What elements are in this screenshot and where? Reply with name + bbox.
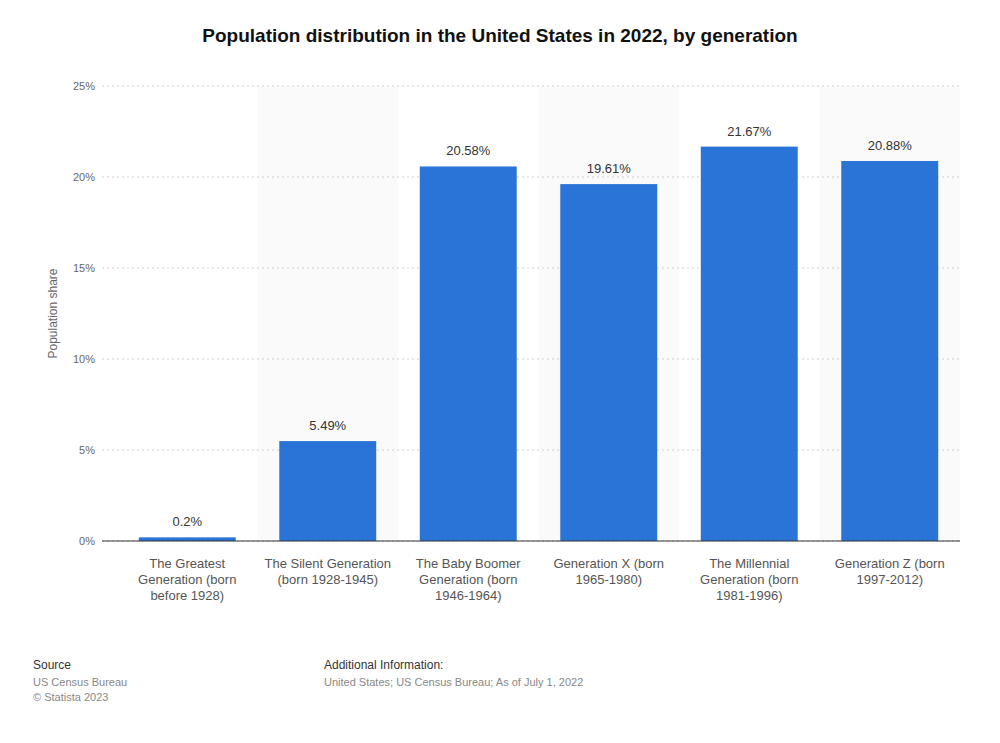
info-heading: Additional Information: — [324, 658, 443, 672]
title: Population distribution in the United St… — [202, 25, 797, 46]
y-axis-label: Population share — [46, 268, 60, 358]
grid-line — [102, 268, 960, 269]
y-tick-label: 10% — [73, 353, 95, 365]
grid-line — [102, 359, 960, 360]
chart-root: Population distribution in the United St… — [0, 0, 1000, 743]
bars — [139, 147, 938, 541]
grid-line — [102, 450, 960, 451]
grid-line — [102, 177, 960, 178]
x-tick-label: The GreatestGeneration (bornbefore 1928) — [138, 556, 236, 603]
x-tick-label-line: (born 1928-1945) — [278, 572, 378, 587]
x-axis-line — [102, 541, 960, 542]
data-label: 0.2% — [172, 514, 202, 529]
x-tick-label: Generation Z (born1997-2012) — [835, 556, 945, 587]
x-tick-label-line: Generation (born — [419, 572, 517, 587]
grid-line — [102, 541, 960, 542]
x-tick-label-line: The Silent Generation — [265, 556, 391, 571]
bar — [701, 147, 798, 541]
chart-svg: Population distribution in the United St… — [0, 0, 1000, 743]
source-heading: Source — [33, 658, 71, 672]
bar — [279, 441, 376, 541]
x-tick-label: The Baby BoomerGeneration (born1946-1964… — [416, 556, 521, 603]
grid-line — [102, 86, 960, 87]
x-tick-label-line: 1997-2012) — [857, 572, 924, 587]
x-tick-label-line: Generation Z (born — [835, 556, 945, 571]
x-tick-label-line: The Baby Boomer — [416, 556, 521, 571]
data-label: 21.67% — [727, 124, 772, 139]
band-background — [258, 86, 399, 541]
source-text: US Census Bureau — [33, 676, 127, 688]
source-text: © Statista 2023 — [33, 691, 108, 703]
x-tick-label-line: 1981-1996) — [716, 588, 783, 603]
x-tick-label-line: before 1928) — [150, 588, 224, 603]
y-tick-label: 25% — [73, 80, 95, 92]
data-label: 20.88% — [868, 138, 913, 153]
y-tick-label: 20% — [73, 171, 95, 183]
x-tick-label-line: The Greatest — [149, 556, 225, 571]
data-label: 20.58% — [446, 143, 491, 158]
band-background — [820, 86, 961, 541]
x-tick-label: The MillennialGeneration (born1981-1996) — [700, 556, 798, 603]
bar — [841, 161, 938, 541]
x-tick-label-line: Generation (born — [700, 572, 798, 587]
bar — [139, 537, 236, 541]
x-tick-label-line: The Millennial — [709, 556, 789, 571]
x-tick-label-line: Generation X (born — [553, 556, 664, 571]
data-label: 5.49% — [309, 418, 346, 433]
y-tick-label: 0% — [79, 535, 95, 547]
y-tick-label: 5% — [79, 444, 95, 456]
bar — [560, 184, 657, 541]
x-tick-label-line: 1965-1980) — [576, 572, 643, 587]
x-tick-label: Generation X (born1965-1980) — [553, 556, 664, 587]
x-tick-label-line: Generation (born — [138, 572, 236, 587]
data-label: 19.61% — [587, 161, 632, 176]
bar — [420, 166, 517, 541]
y-tick-label: 15% — [73, 262, 95, 274]
x-tick-label: The Silent Generation(born 1928-1945) — [265, 556, 391, 587]
info-text: United States; US Census Bureau; As of J… — [324, 676, 583, 688]
x-tick-label-line: 1946-1964) — [435, 588, 502, 603]
band-background — [539, 86, 680, 541]
